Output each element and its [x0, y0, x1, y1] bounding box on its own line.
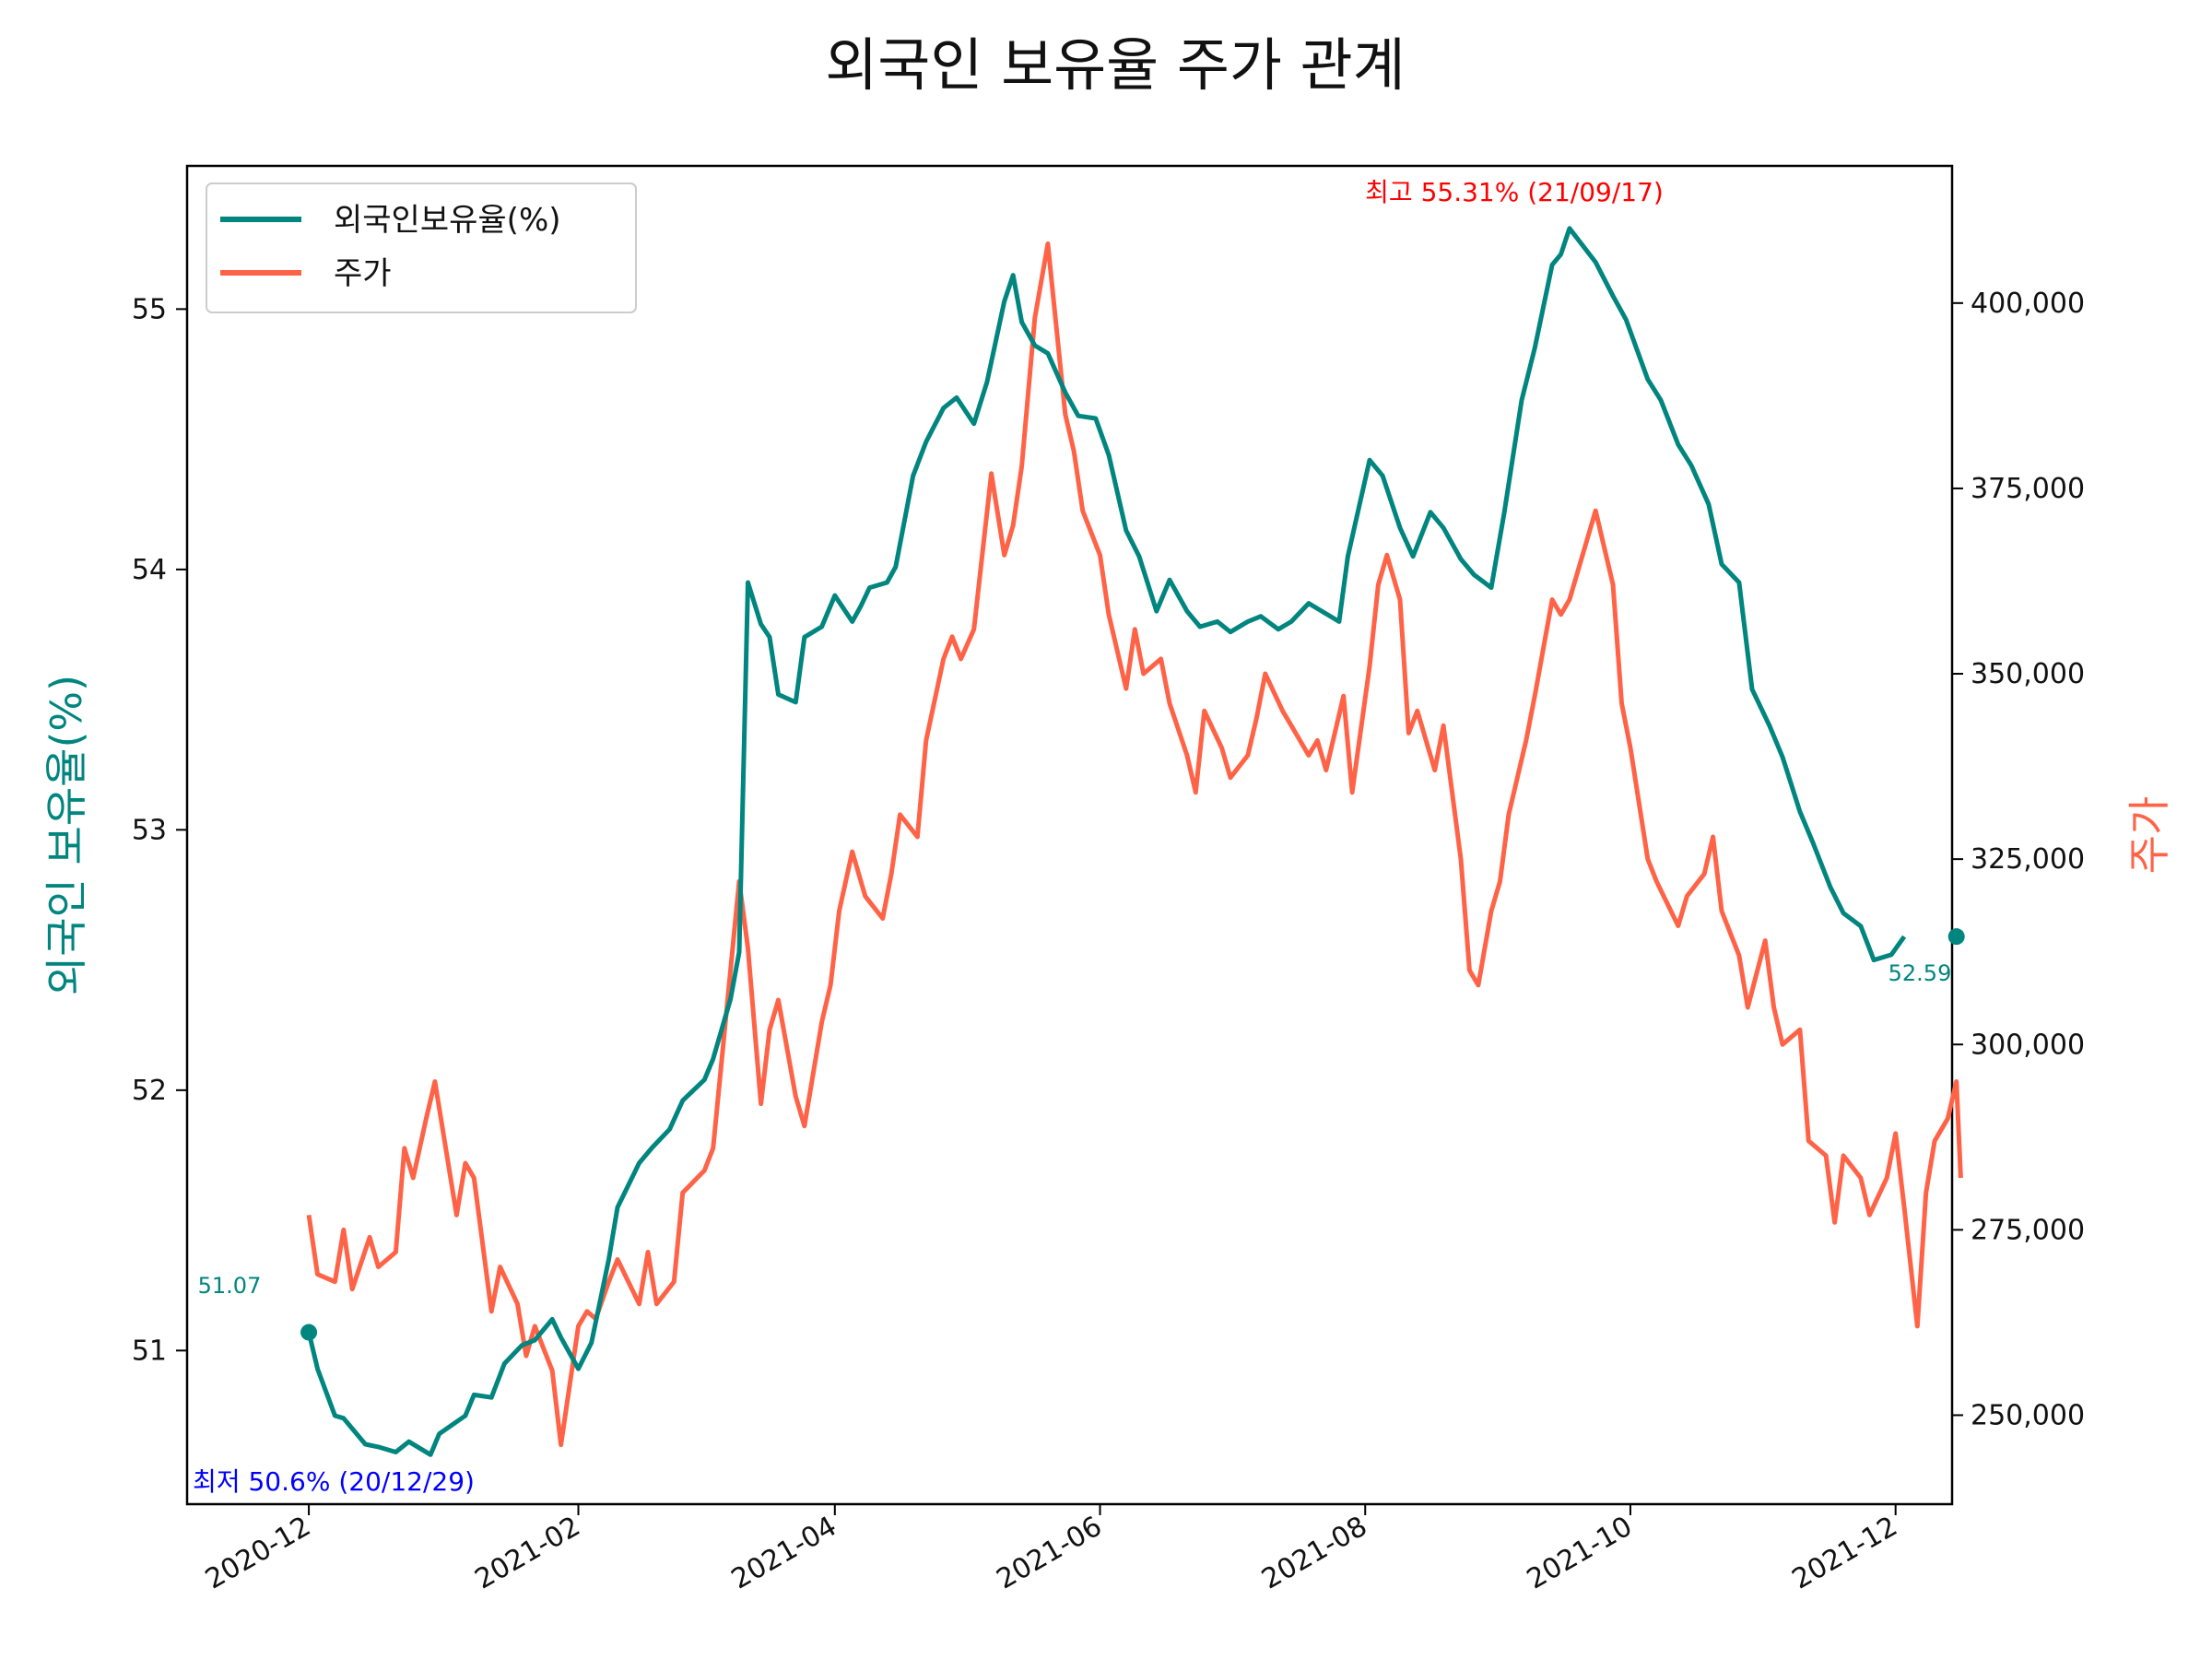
series-line-price	[306, 241, 1963, 1448]
end-point-marker	[1947, 928, 1965, 946]
series-line-holding	[306, 226, 1907, 1457]
legend-box	[206, 182, 637, 313]
x-tick-label: 2021-06	[991, 1511, 1107, 1596]
left-y-axis-ticks: 51 52 53 54 55	[132, 293, 187, 1367]
left-y-tick-label: 53	[132, 814, 167, 846]
chart-title: 외국인 보유율 주가 관계	[825, 31, 1406, 99]
left-y-tick-label: 55	[132, 293, 167, 325]
right-y-tick-label: 375,000	[1971, 473, 2085, 505]
x-tick-label: 2021-04	[726, 1511, 842, 1596]
min-annotation: 최저 50.6% (20/12/29)	[193, 1466, 475, 1497]
left-y-tick-label: 54	[132, 554, 167, 586]
left-y-tick-label: 52	[132, 1075, 167, 1107]
legend: 외국인보유율(%) 주가	[206, 182, 637, 313]
right-y-tick-label: 350,000	[1971, 658, 2085, 690]
left-y-axis-label: 외국인 보유율(%)	[41, 675, 91, 995]
legend-label-holding: 외국인보유율(%)	[334, 202, 561, 239]
right-y-tick-label: 250,000	[1971, 1399, 2085, 1431]
x-axis-ticks: 2020-12 2021-02 2021-04 2021-06 2021-08 2021-…	[200, 1504, 1903, 1596]
left-y-tick-label: 51	[132, 1335, 167, 1367]
right-y-axis-ticks: 250,000 275,000 300,000 325,000 350,000 375,0…	[1952, 288, 2085, 1431]
annotations: 최고 55.31% (21/09/17) 최저 50.6% (20/12/29)…	[193, 177, 1951, 1497]
x-tick-label: 2021-08	[1256, 1511, 1372, 1596]
legend-label-price: 주가	[334, 255, 392, 292]
right-y-tick-label: 325,000	[1971, 843, 2085, 876]
right-y-tick-label: 275,000	[1971, 1214, 2085, 1246]
right-y-tick-label: 300,000	[1971, 1029, 2085, 1061]
start-value-label: 51.07	[198, 1273, 262, 1299]
series-lines	[300, 226, 1965, 1457]
x-tick-label: 2021-02	[469, 1511, 585, 1596]
max-annotation: 최고 55.31% (21/09/17)	[1365, 177, 1664, 207]
x-tick-label: 2021-12	[1787, 1511, 1903, 1596]
right-y-tick-label: 400,000	[1971, 288, 2085, 320]
x-tick-label: 2020-12	[200, 1511, 316, 1596]
plot-frame	[185, 164, 1954, 1506]
x-tick-label: 2021-10	[1522, 1511, 1638, 1596]
right-y-axis-label: 주가	[2124, 796, 2174, 875]
start-point-marker	[300, 1324, 318, 1341]
end-value-label: 52.59	[1888, 960, 1952, 986]
